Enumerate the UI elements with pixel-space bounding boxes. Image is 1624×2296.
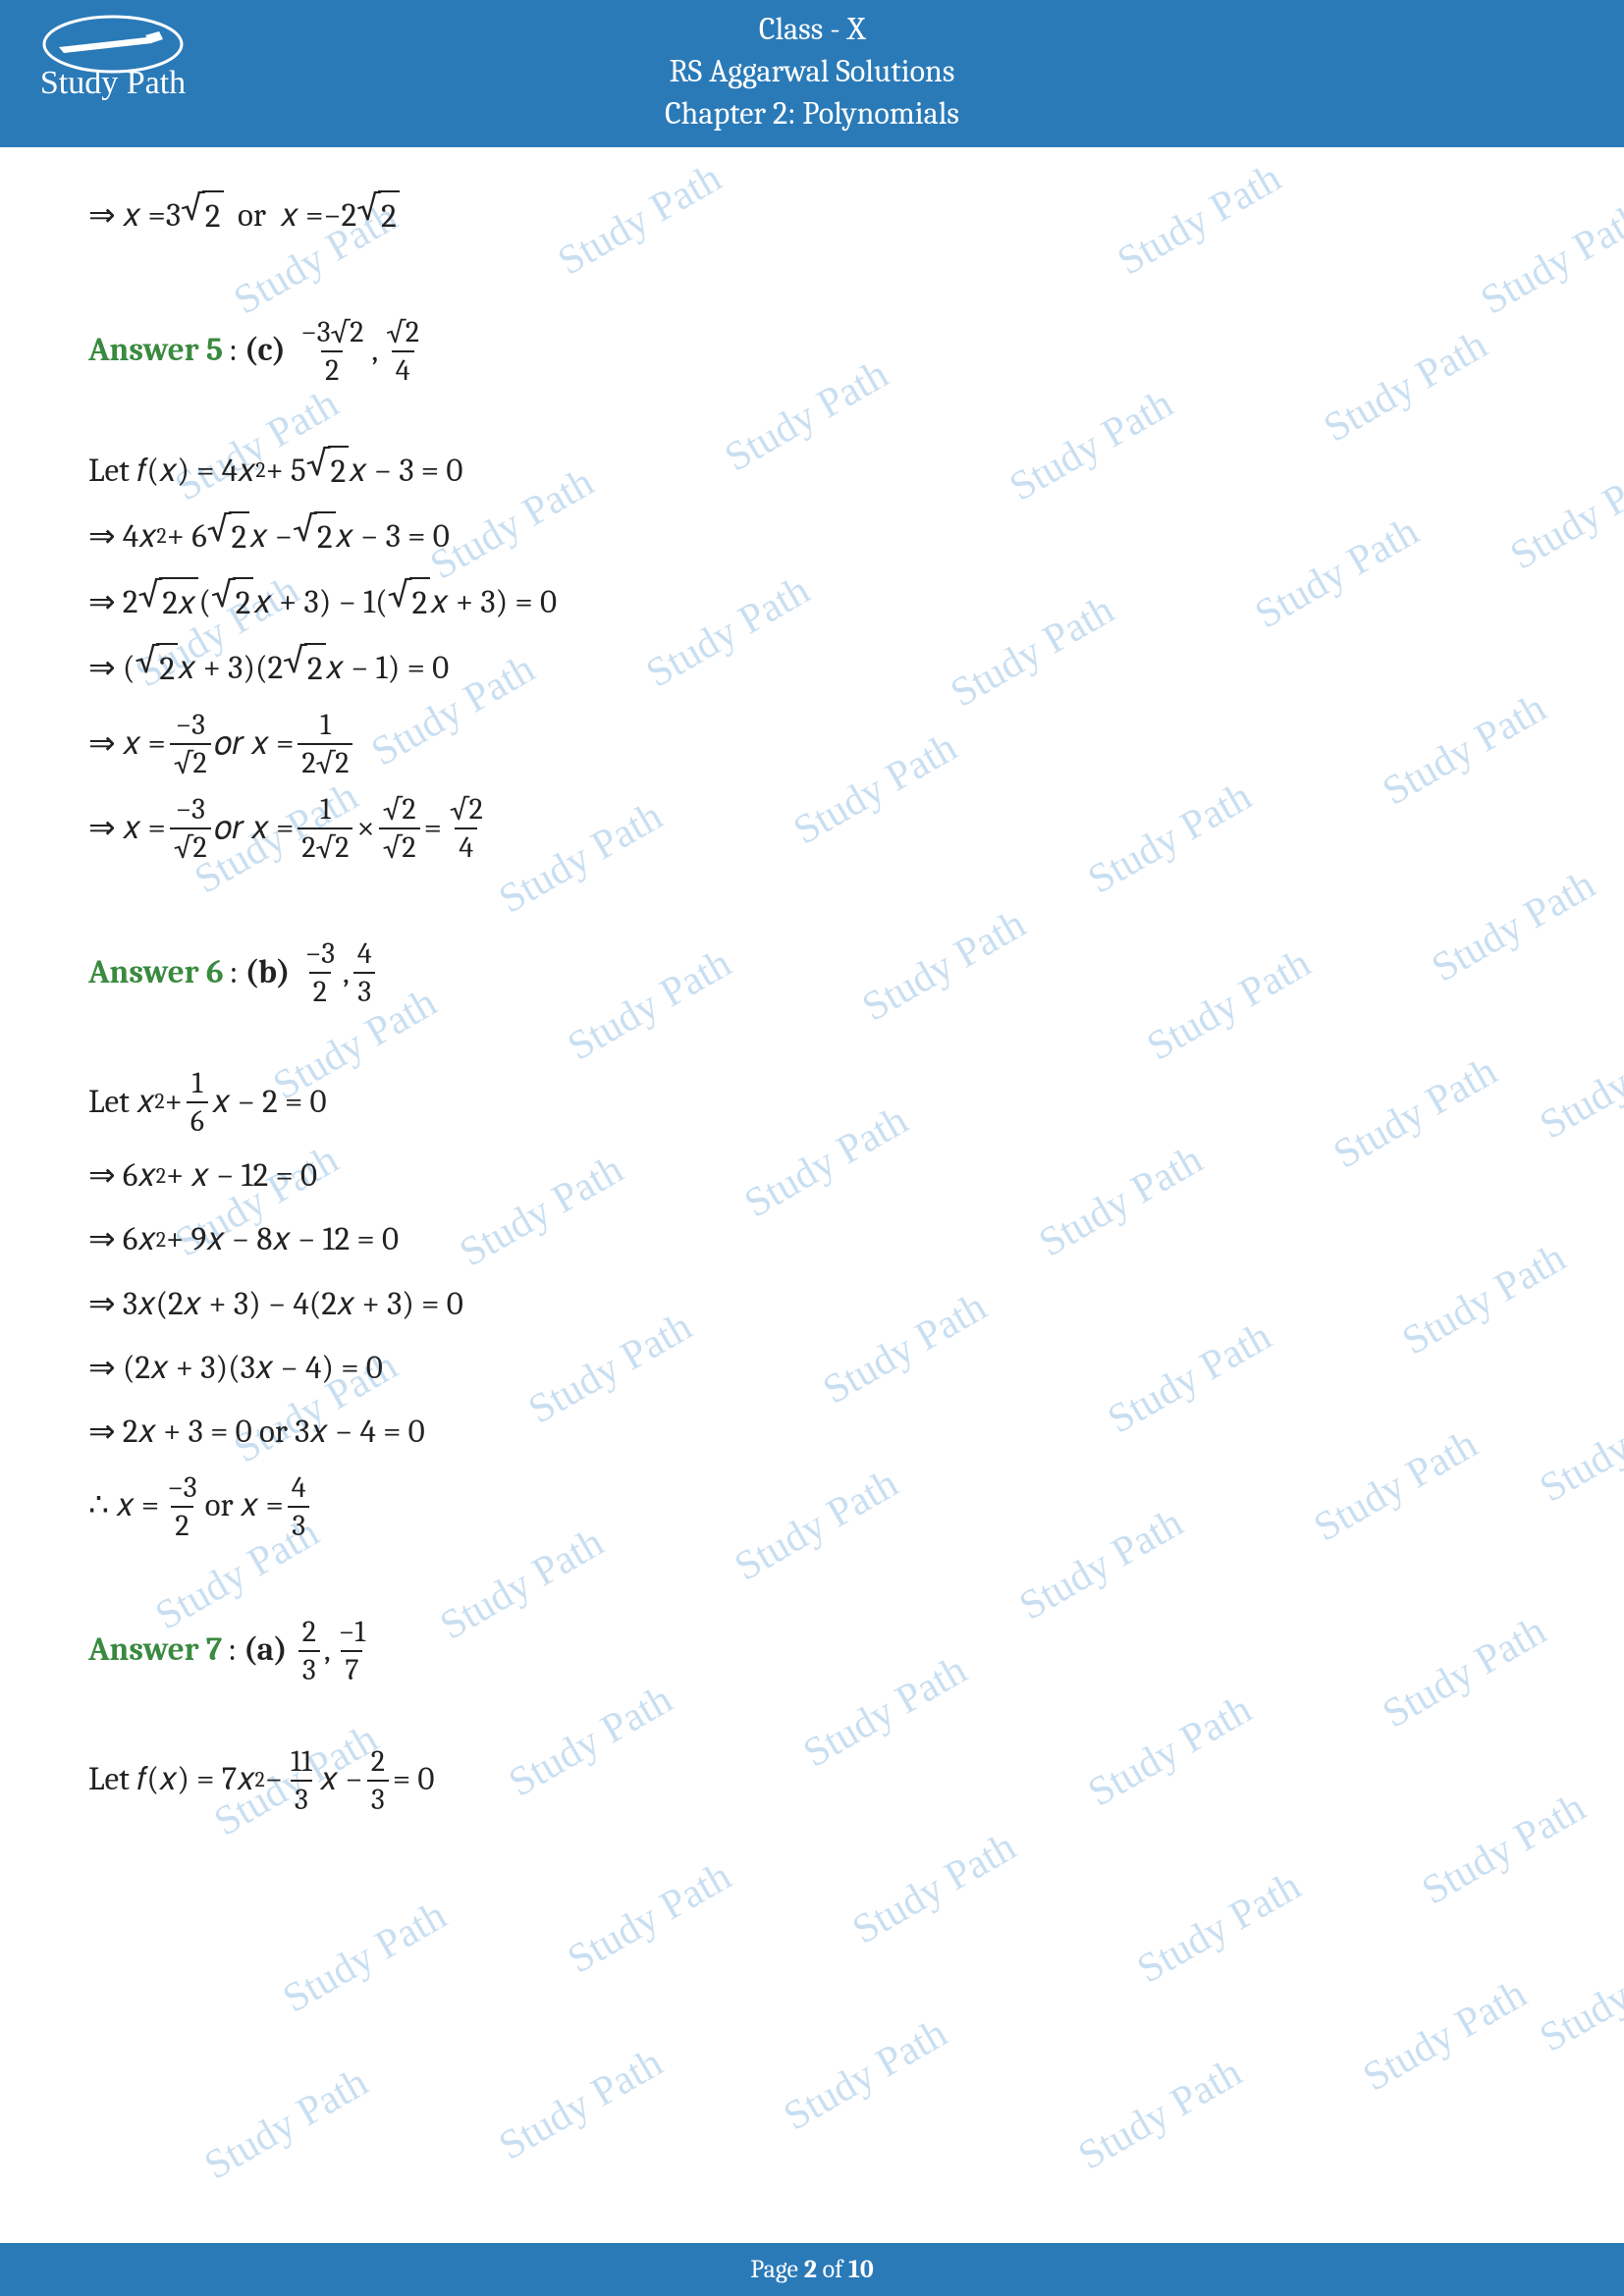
header-chapter: Chapter 2: Polynomials [0,92,1624,134]
a5-step6: ⇒ 𝑥 = −3√2 𝑜𝑟 𝑥 = 12√2 × √2√2 = √24 [88,793,1536,864]
a6-step1: Let 𝑥2 + 16 𝑥 − 2 = 0 [88,1067,1536,1138]
brand-logo: Study Path [29,10,196,108]
page-header: Study Path Class - X RS Aggarwal Solutio… [0,0,1624,147]
a5-step1: Let 𝑓(𝑥) = 4𝑥2 + 5√2𝑥 − 3 = 0 [88,446,1536,498]
answer-label: Answer 5 [88,326,223,376]
page-content: ⇒ 𝑥 = 3√2 or 𝑥 = −2√2 Answer 5: (c) −3√2… [0,147,1624,1816]
a7-step1: Let 𝑓(𝑥) = 7𝑥2 − 113 𝑥 − 23 = 0 [88,1745,1536,1816]
footer-prefix: Page [750,2255,803,2284]
answer-label: Answer 7 [88,1626,222,1676]
prev-continuation: ⇒ 𝑥 = 3√2 or 𝑥 = −2√2 [88,190,1536,242]
footer-current: 2 [804,2255,817,2284]
a6-step7: ∴ 𝑥 = −32 or 𝑥 = 43 [88,1471,1536,1542]
a6-step4: ⇒ 3𝑥(2𝑥 + 3) − 4(2𝑥 + 3) = 0 [88,1280,1536,1330]
a5-step5: ⇒ 𝑥 = −3√2 𝑜𝑟 𝑥 = 12√2 [88,709,1536,779]
a5-step2: ⇒ 4𝑥2 + 6√2𝑥 − √2𝑥 − 3 = 0 [88,511,1536,563]
footer-mid: of [817,2255,848,2284]
answer-6-heading: Answer 6: (b) −32 , 43 [88,937,1536,1008]
a6-step2: ⇒ 6𝑥2 + 𝑥 − 12 = 0 [88,1151,1536,1201]
footer-total: 10 [848,2255,874,2284]
a6-step5: ⇒ (2𝑥 + 3)(3𝑥 − 4) = 0 [88,1344,1536,1394]
a6-step3: ⇒ 6𝑥2 + 9𝑥 − 8𝑥 − 12 = 0 [88,1215,1536,1265]
answer-label: Answer 6 [88,948,224,998]
answer-7-heading: Answer 7: (a) 23 , −17 [88,1616,1536,1686]
page-footer: Page 2 of 10 [0,2243,1624,2296]
a5-step4: ⇒ (√2𝑥 + 3)(2√2𝑥 − 1) = 0 [88,643,1536,695]
answer-5-heading: Answer 5: (c) −3√22 , √24 [88,316,1536,387]
header-class: Class - X [0,8,1624,50]
a6-step6: ⇒ 2𝑥 + 3 = 0 or 3𝑥 − 4 = 0 [88,1408,1536,1458]
logo-text: Study Path [40,65,186,101]
header-book: RS Aggarwal Solutions [0,50,1624,92]
a5-step3: ⇒ 2√2𝑥(√2𝑥 + 3) − 1(√2𝑥 + 3) = 0 [88,577,1536,629]
